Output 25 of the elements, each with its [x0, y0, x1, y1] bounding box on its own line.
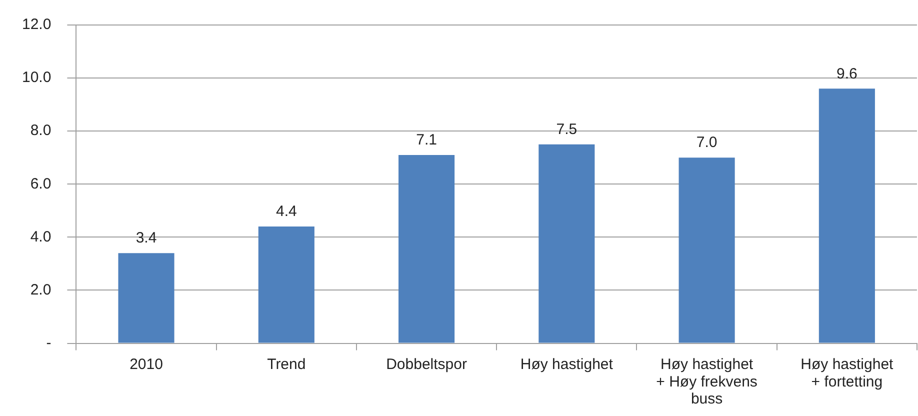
y-tick-label: 8.0: [30, 122, 52, 140]
x-tick-label: Høy hastighet: [520, 356, 614, 374]
bar: [538, 144, 595, 343]
data-label: 3.4: [136, 230, 157, 247]
data-label: 9.6: [836, 65, 858, 82]
bar: [398, 154, 455, 343]
x-tick-label: Høy hastighet + Høy frekvens buss: [656, 356, 758, 408]
bar: [118, 253, 174, 343]
data-label: 7.5: [556, 120, 578, 138]
x-tick-label: Trend: [267, 356, 306, 374]
data-label: 4.4: [276, 203, 297, 220]
y-tick-label: 12.0: [22, 16, 52, 34]
bar: [678, 158, 735, 343]
y-tick-label: 6.0: [30, 175, 52, 192]
y-tick-label: 2.0: [30, 281, 52, 298]
bar: [818, 88, 875, 343]
x-tick-label: 2010: [130, 356, 163, 374]
data-label: 7.0: [696, 134, 718, 152]
x-tick-label: Dobbeltspor: [386, 356, 467, 374]
data-label: 7.1: [416, 132, 437, 149]
y-tick-label: 10.0: [22, 69, 52, 86]
y-tick-label: 4.0: [30, 228, 52, 246]
bar: [258, 226, 314, 343]
x-tick-label: Høy hastighet + fortetting: [800, 356, 894, 390]
y-tick-label: -: [46, 334, 52, 352]
